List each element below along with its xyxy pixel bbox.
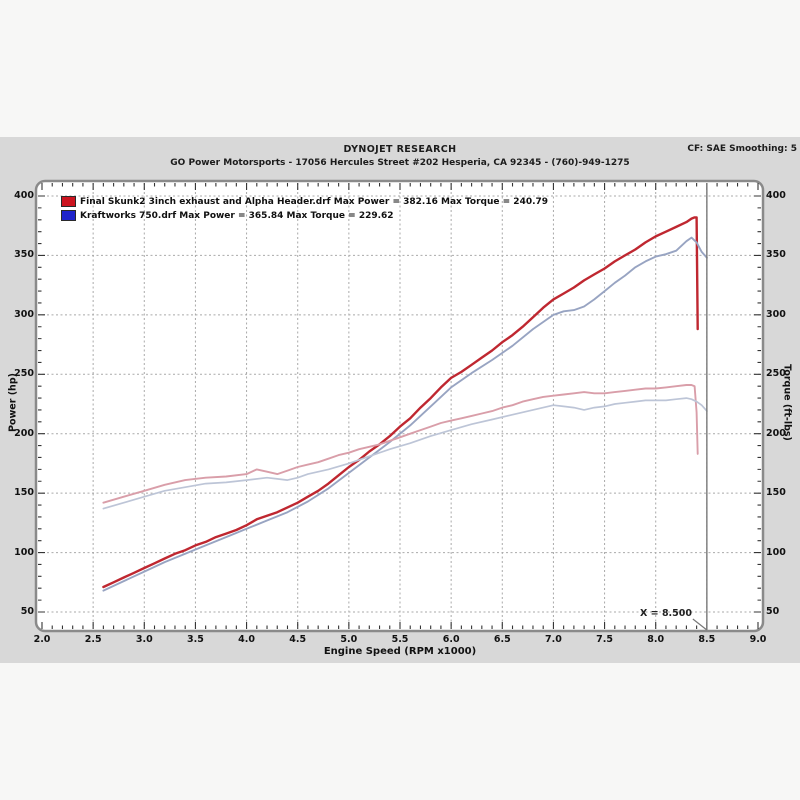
- rpm-tick-label: 9.0: [749, 634, 767, 645]
- power-tick-label: 300: [14, 308, 34, 320]
- rpm-tick-label: 3.0: [135, 634, 153, 645]
- legend-swatch-red: [61, 196, 76, 207]
- rpm-tick-label: 5.5: [391, 634, 409, 645]
- torque-tick-label: 250: [766, 368, 786, 380]
- rpm-tick-label: 2.5: [84, 634, 102, 645]
- torque-tick-label: 50: [766, 606, 780, 617]
- series-curve-0: [102, 216, 699, 589]
- power-tick-label: 350: [14, 249, 34, 261]
- rpm-tick-label: 5.0: [340, 634, 358, 645]
- legend-label: Kraftworks 750.drf Max Power = 365.84 Ma…: [80, 210, 394, 221]
- rpm-tick-label: 6.5: [493, 634, 511, 645]
- cursor-readout: X = 8.500: [640, 608, 692, 619]
- shop-address-line: GO Power Motorsports - 17056 Hercules St…: [170, 158, 630, 168]
- series-curve-3: [102, 397, 708, 510]
- rpm-tick-label: 7.5: [596, 634, 613, 645]
- power-tick-label: 250: [14, 368, 34, 380]
- power-tick-label: 50: [20, 606, 34, 617]
- torque-tick-label: 300: [766, 308, 786, 320]
- legend-item-skunk2: Final Skunk2 3inch exhaust and Alpha Hea…: [61, 195, 548, 208]
- rpm-tick-label: 4.5: [289, 634, 307, 645]
- rpm-tick-label: 2.0: [33, 634, 51, 645]
- torque-tick-label: 150: [766, 487, 786, 499]
- torque-tick-label: 350: [766, 249, 786, 261]
- power-tick-label: 150: [14, 487, 34, 499]
- y2-axis-title-torque: Torque (ft-lbs): [781, 364, 793, 441]
- rpm-tick-label: 3.5: [187, 634, 204, 645]
- legend-item-kraftworks: Kraftworks 750.drf Max Power = 365.84 Ma…: [61, 209, 394, 222]
- torque-tick-label: 400: [766, 190, 786, 201]
- rpm-tick-label: 7.0: [545, 634, 562, 645]
- series-curve-1: [102, 236, 708, 592]
- legend-swatch-blue: [61, 210, 76, 221]
- plot-frame: [34, 179, 765, 633]
- power-tick-label: 400: [14, 190, 34, 201]
- power-tick-label: 200: [14, 427, 34, 439]
- rpm-tick-label: 6.0: [442, 634, 460, 645]
- rpm-tick-label: 4.0: [238, 634, 255, 645]
- axis-tick-marks: [38, 183, 761, 629]
- y-axis-title-power: Power (hp): [7, 373, 19, 432]
- series-curve-2: [102, 384, 699, 504]
- torque-tick-label: 200: [766, 427, 786, 439]
- legend-label: Final Skunk2 3inch exhaust and Alpha Hea…: [80, 196, 549, 207]
- page-title: DYNOJET RESEARCH: [343, 144, 457, 155]
- x-axis-title-rpm: Engine Speed (RPM x1000): [323, 646, 477, 657]
- power-tick-label: 100: [14, 546, 34, 558]
- rpm-tick-label: 8.5: [698, 634, 716, 645]
- rpm-tick-label: 8.0: [647, 634, 665, 645]
- torque-tick-label: 100: [766, 546, 786, 558]
- correction-smoothing-info: CF: SAE Smoothing: 5: [687, 144, 797, 154]
- cursor-label-connector: [692, 618, 708, 631]
